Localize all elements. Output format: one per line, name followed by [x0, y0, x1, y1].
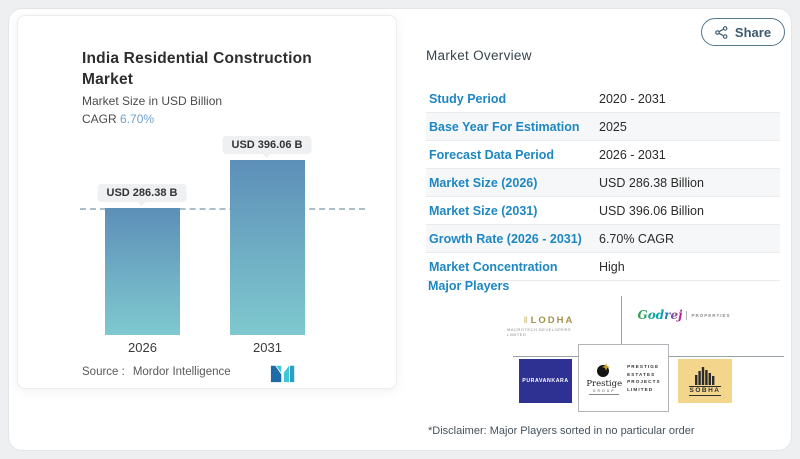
table-row: Market Size (2026) USD 286.38 Billion [426, 169, 780, 197]
org-chart-vertical-line [621, 296, 622, 345]
row-label: Forecast Data Period [429, 147, 555, 162]
reference-dashed-line [80, 208, 365, 210]
bar-2031 [230, 160, 305, 335]
share-label: Share [734, 24, 772, 40]
chart-cagr: CAGR 6.70% [82, 112, 154, 126]
major-players-title: Major Players [428, 279, 510, 293]
disclaimer-text: *Disclaimer: Major Players sorted in no … [428, 425, 695, 437]
table-row: Study Period 2020 - 2031 [426, 85, 780, 113]
sobha-skyline-icon [695, 366, 715, 385]
x-axis-label-2031: 2031 [253, 340, 282, 355]
prestige-falcon-icon [597, 362, 611, 377]
chart-title: India Residential Construction Market [82, 50, 312, 88]
market-overview-title: Market Overview [426, 48, 532, 63]
bar-2026 [105, 208, 180, 335]
table-row: Base Year For Estimation 2025 [426, 113, 780, 141]
table-row: Growth Rate (2026 - 2031) 6.70% CAGR [426, 225, 780, 253]
infographic-card: Share India Residential Construction Mar… [8, 8, 792, 451]
row-value: High [599, 259, 625, 274]
lodha-mark-icon: ‖ [523, 315, 530, 326]
row-value: USD 286.38 Billion [599, 175, 704, 190]
table-row: Market Size (2031) USD 396.06 Billion [426, 197, 780, 225]
row-label: Growth Rate (2026 - 2031) [429, 231, 582, 246]
chart-subtitle: Market Size in USD Billion [82, 94, 223, 108]
x-axis-label-2026: 2026 [128, 340, 157, 355]
cagr-label: CAGR [82, 112, 117, 126]
row-label: Market Size (2031) [429, 203, 538, 218]
row-value: 2025 [599, 119, 627, 134]
godrej-script-mark: Godrej [637, 308, 683, 322]
row-value: 2020 - 2031 [599, 91, 666, 106]
row-label: Market Size (2026) [429, 175, 538, 190]
logo-sobha: SOBHA [678, 359, 732, 403]
divider [686, 310, 688, 320]
table-row: Market Concentration High [426, 253, 780, 281]
logo-lodha: ‖LODHA MACROTECH DEVELOPERS LIMITED [507, 315, 575, 337]
mordor-intelligence-logo-icon [270, 365, 295, 383]
chart-card: India Residential Construction Market Ma… [17, 15, 397, 389]
row-value: USD 396.06 Billion [599, 203, 704, 218]
logo-puravankara: PURAVANKARA [519, 359, 572, 403]
source-name: Mordor Intelligence [132, 366, 231, 378]
logo-prestige-estates: Prestige GROUP PRESTIGE ESTATES PROJECTS… [578, 344, 669, 412]
logo-godrej-properties: Godrej PROPERTIES [637, 308, 731, 322]
row-value: 2026 - 2031 [599, 147, 666, 162]
bar-chart: USD 286.38 B USD 396.06 B [18, 16, 396, 335]
table-row: Forecast Data Period 2026 - 2031 [426, 141, 780, 169]
source-attribution: Source : Mordor Intelligence [82, 366, 231, 378]
divider [589, 393, 620, 395]
share-button[interactable]: Share [701, 18, 785, 46]
row-label: Market Concentration [429, 259, 558, 274]
row-label: Base Year For Estimation [429, 119, 580, 134]
source-label: Source : [82, 366, 125, 378]
row-label: Study Period [429, 91, 507, 106]
cagr-value: 6.70% [120, 112, 155, 126]
row-value: 6.70% CAGR [599, 231, 675, 246]
share-nodes-icon [715, 25, 728, 39]
bar-value-label-2031: USD 396.06 B [222, 136, 312, 158]
market-overview-table: Study Period 2020 - 2031 Base Year For Es… [426, 85, 780, 281]
bar-value-label-2026: USD 286.38 B [97, 184, 187, 206]
